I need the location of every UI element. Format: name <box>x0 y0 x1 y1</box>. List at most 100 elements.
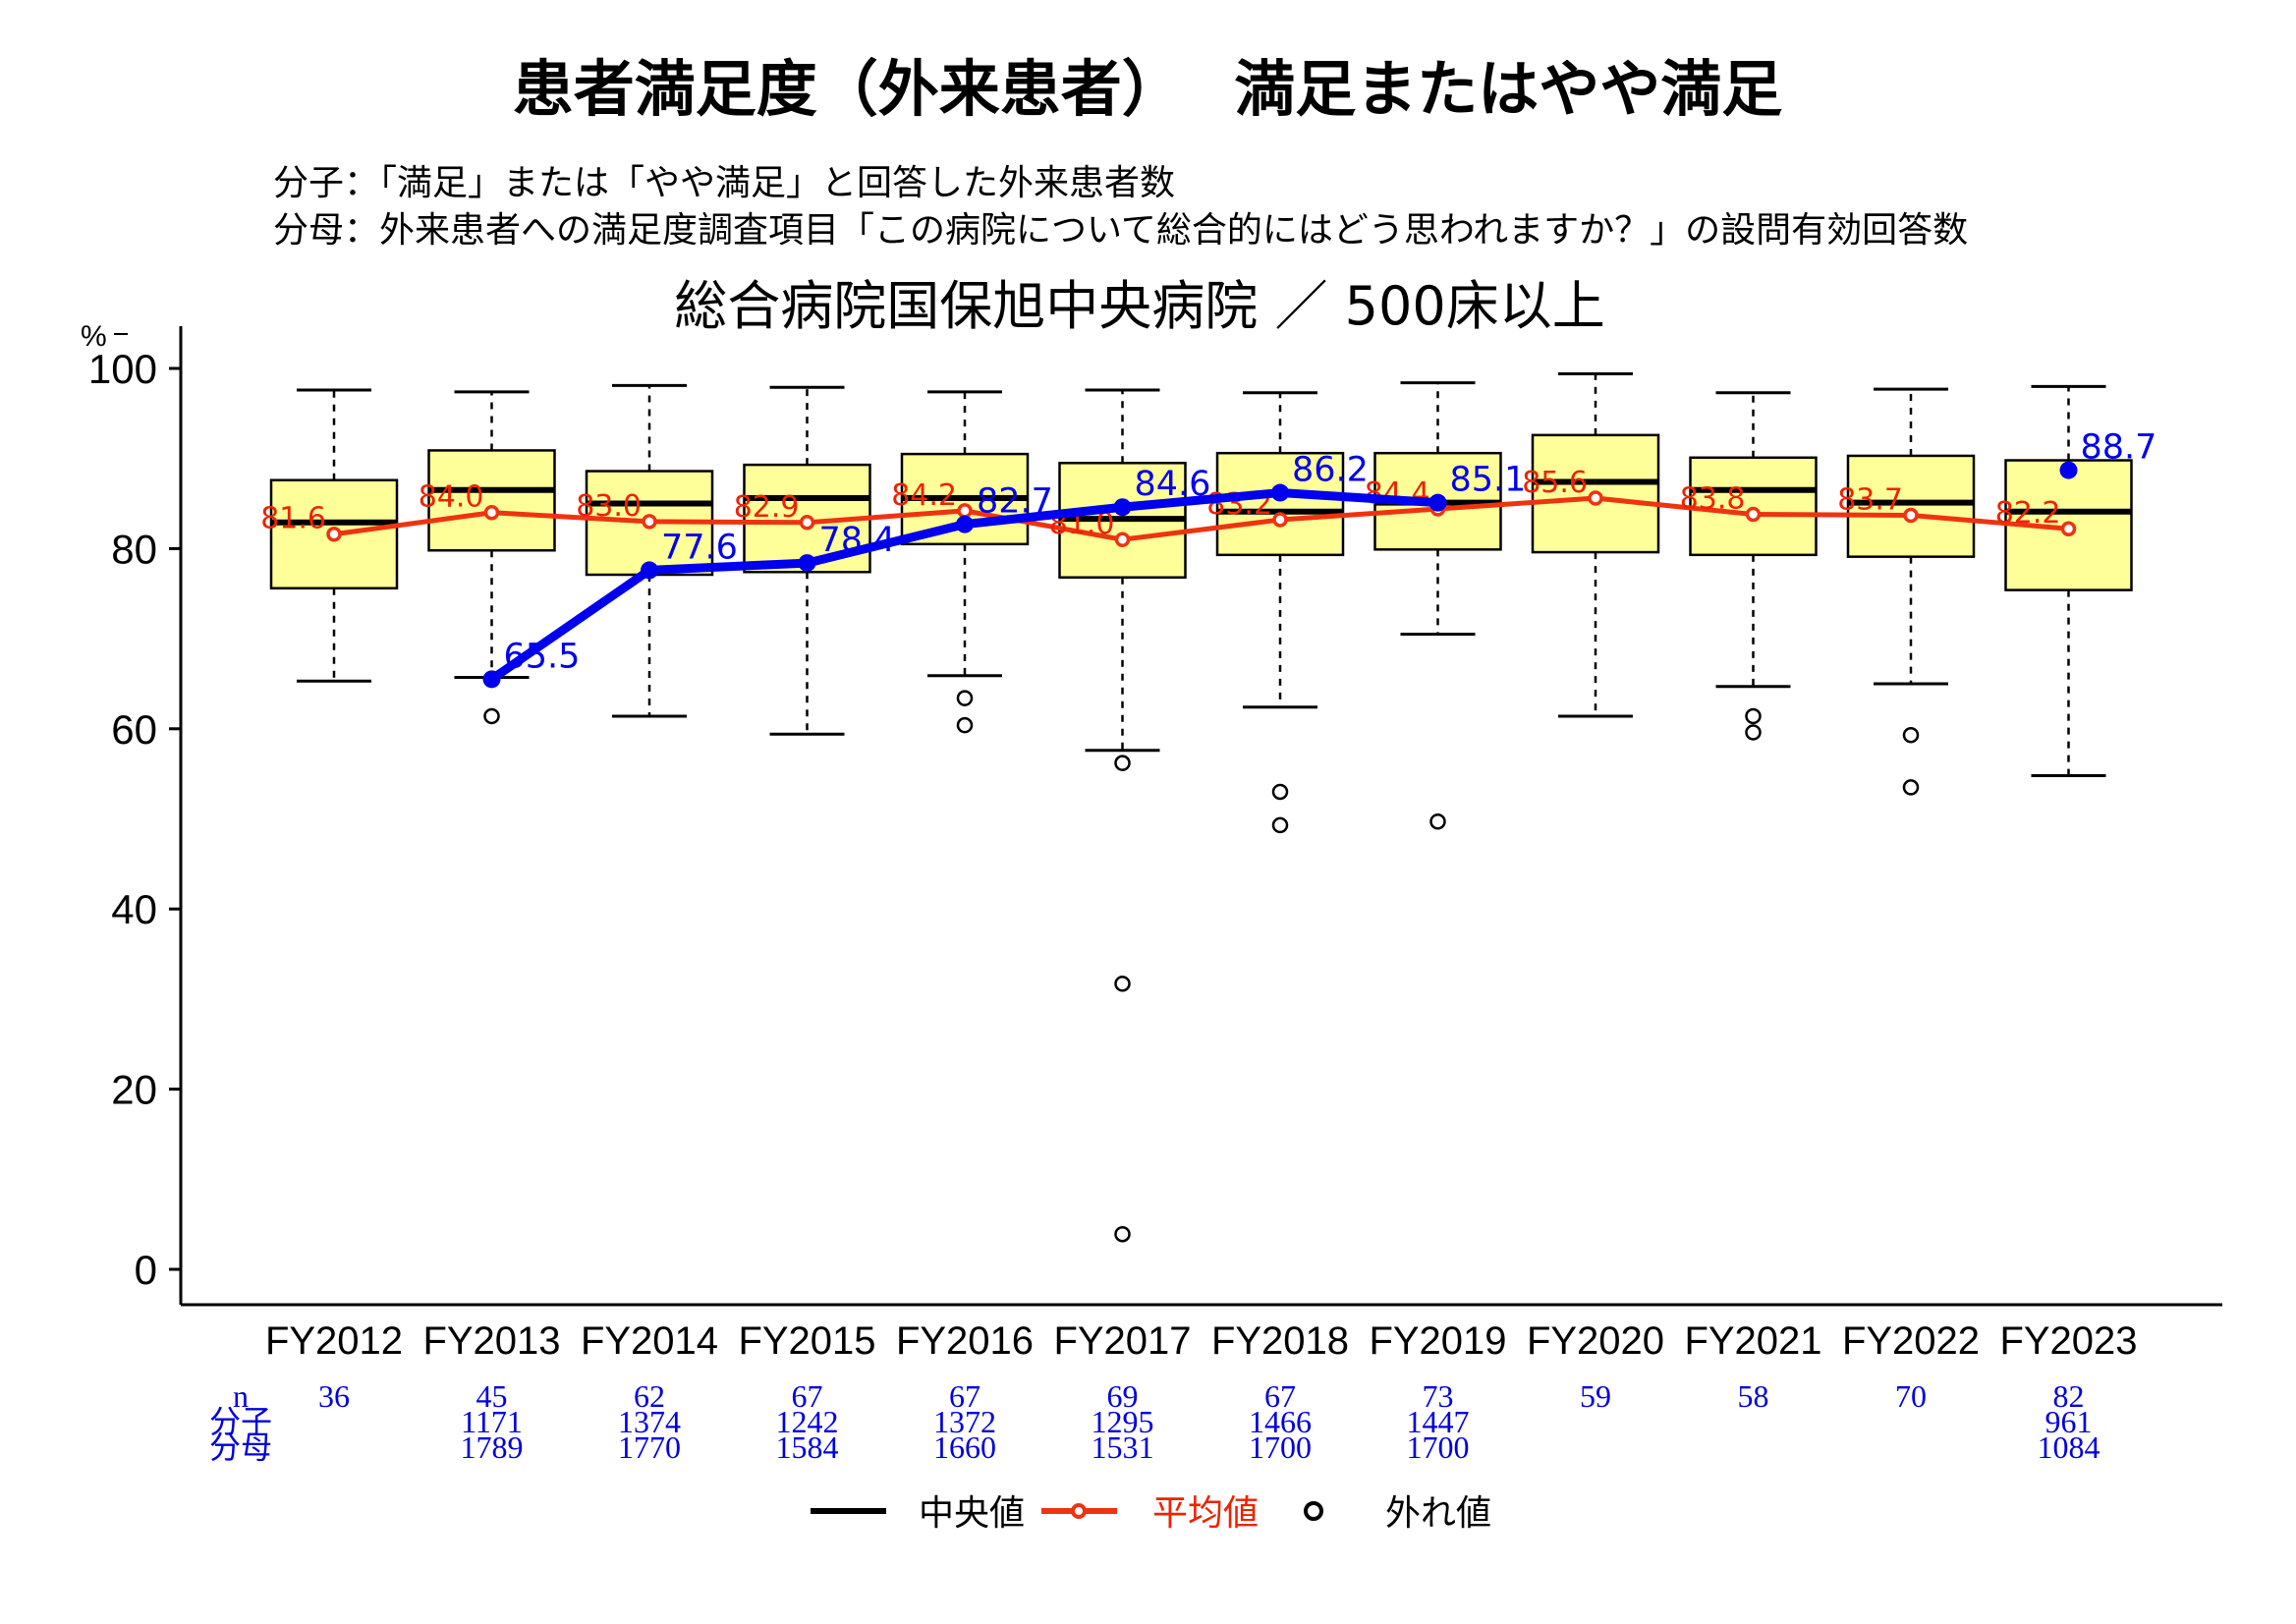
box <box>1215 451 1345 557</box>
hospital-point <box>798 554 816 573</box>
count-n: 67 <box>792 1378 823 1414</box>
outlier-point <box>1114 755 1131 771</box>
hospital-point <box>1113 498 1132 517</box>
count-numerator: 1295 <box>1092 1404 1154 1439</box>
x-category-label: FY2012 <box>265 1319 403 1363</box>
mean-data-label: 81.6 <box>260 502 326 536</box>
mean-point <box>2060 521 2077 536</box>
box <box>1846 454 1976 558</box>
y-tick-label: 0 <box>135 1247 157 1293</box>
outlier-point <box>483 707 500 725</box>
outlier-point <box>1114 976 1131 992</box>
count-numerator: 1171 <box>461 1404 523 1439</box>
count-denominator: 1770 <box>618 1429 681 1465</box>
x-category-label: FY2016 <box>896 1319 1034 1363</box>
legend: 中央値 平均値 外れ値 <box>811 1493 1491 1534</box>
count-denominator: 1700 <box>1407 1429 1470 1465</box>
outlier-point <box>1745 707 1762 725</box>
count-n: 69 <box>1107 1378 1139 1414</box>
mean-data-label: 83.7 <box>1837 482 1903 517</box>
count-n: 70 <box>1895 1378 1927 1414</box>
count-n: 67 <box>949 1378 980 1414</box>
outlier-point <box>1114 1225 1131 1243</box>
mean-point <box>1272 512 1288 528</box>
legend-mean-marker <box>1071 1503 1087 1519</box>
count-denominator: 1084 <box>2038 1429 2100 1465</box>
numerator-definition: 分子：「満足」または「やや満足」と回答した外来患者数 <box>273 163 1175 203</box>
count-n: 82 <box>2053 1378 2085 1414</box>
hospital-data-label: 65.5 <box>504 637 581 676</box>
hospital-point <box>956 515 974 533</box>
denominator-definition: 分母：外来患者への満足度調査項目「この病院について総合的にはどう思われますか？」… <box>273 210 1968 251</box>
hospital-data-label: 82.7 <box>977 482 1053 522</box>
count-denominator: 1789 <box>461 1429 524 1465</box>
count-label-denominator: 分母 <box>209 1429 272 1465</box>
hospital-data-label: 86.2 <box>1292 451 1369 490</box>
x-category-label: FY2018 <box>1211 1319 1349 1363</box>
mean-point <box>326 526 342 542</box>
count-numerator: 1242 <box>776 1404 839 1439</box>
y-tick-label: 20 <box>111 1067 157 1113</box>
outlier-point <box>1271 816 1289 834</box>
box <box>1689 456 1818 557</box>
x-category-label: FY2023 <box>1999 1319 2137 1363</box>
mean-point <box>483 504 500 521</box>
x-category-label: FY2015 <box>738 1319 875 1363</box>
y-unit-label: % <box>81 320 107 353</box>
hospital-point <box>2059 461 2078 479</box>
count-label-numerator: 分子 <box>209 1404 272 1439</box>
count-numerator: 1372 <box>933 1404 996 1439</box>
x-category-label: FY2014 <box>581 1319 718 1363</box>
outlier-point <box>1902 726 1920 744</box>
mean-point <box>799 515 815 531</box>
count-denominator: 1584 <box>776 1429 839 1465</box>
count-denominator: 1531 <box>1092 1429 1154 1465</box>
outlier-point <box>956 690 974 706</box>
y-tick-label: 80 <box>111 526 157 572</box>
x-category-label: FY2013 <box>422 1319 560 1363</box>
hospital-point <box>1428 493 1447 512</box>
mean-data-label: 84.0 <box>419 480 484 515</box>
hospital-point <box>641 561 658 580</box>
count-numerator: 1466 <box>1249 1404 1312 1439</box>
x-category-label: FY2020 <box>1527 1319 1664 1363</box>
hospital-point <box>1271 483 1289 502</box>
count-n: 67 <box>1264 1378 1296 1414</box>
count-n: 73 <box>1423 1378 1454 1414</box>
y-tick-label: 60 <box>111 706 157 753</box>
mean-data-label: 83.0 <box>576 489 642 524</box>
mean-point <box>1114 532 1131 547</box>
mean-series-line <box>333 495 2069 542</box>
legend-outlier-marker <box>1304 1501 1323 1521</box>
mean-data-label: 84.2 <box>891 478 957 513</box>
hospital-data-label: 88.7 <box>2081 428 2157 468</box>
x-category-label: FY2022 <box>1842 1319 1980 1363</box>
mean-data-label: 85.6 <box>1522 466 1588 500</box>
outlier-point <box>956 716 974 734</box>
legend-median-label: 中央値 <box>919 1493 1025 1534</box>
count-numerator: 961 <box>2045 1404 2093 1439</box>
count-label-n: n <box>233 1378 249 1414</box>
count-n: 58 <box>1738 1378 1769 1414</box>
outlier-point <box>1902 779 1920 796</box>
mean-data-label: 82.9 <box>734 490 800 525</box>
box <box>427 449 556 552</box>
hospital-data-label: 85.1 <box>1450 461 1527 500</box>
count-denominator: 1660 <box>933 1429 996 1465</box>
chart-subtitle: 総合病院国保旭中央病院 ／ 500床以上 <box>674 275 1604 337</box>
hospital-point <box>482 670 501 689</box>
count-n: 36 <box>318 1378 350 1414</box>
x-category-label: FY2019 <box>1369 1319 1506 1363</box>
hospital-data-label: 77.6 <box>661 528 738 567</box>
count-n: 45 <box>476 1378 508 1414</box>
mean-point <box>1903 507 1919 524</box>
y-tick-label: 40 <box>111 886 157 932</box>
x-category-label: FY2021 <box>1684 1319 1821 1363</box>
mean-data-label: 82.2 <box>1995 496 2061 531</box>
mean-data-label: 83.8 <box>1680 482 1746 517</box>
mean-point <box>1588 490 1603 506</box>
count-n: 59 <box>1580 1378 1611 1414</box>
legend-mean-label: 平均値 <box>1152 1493 1259 1534</box>
y-tick-label: 100 <box>88 346 157 392</box>
